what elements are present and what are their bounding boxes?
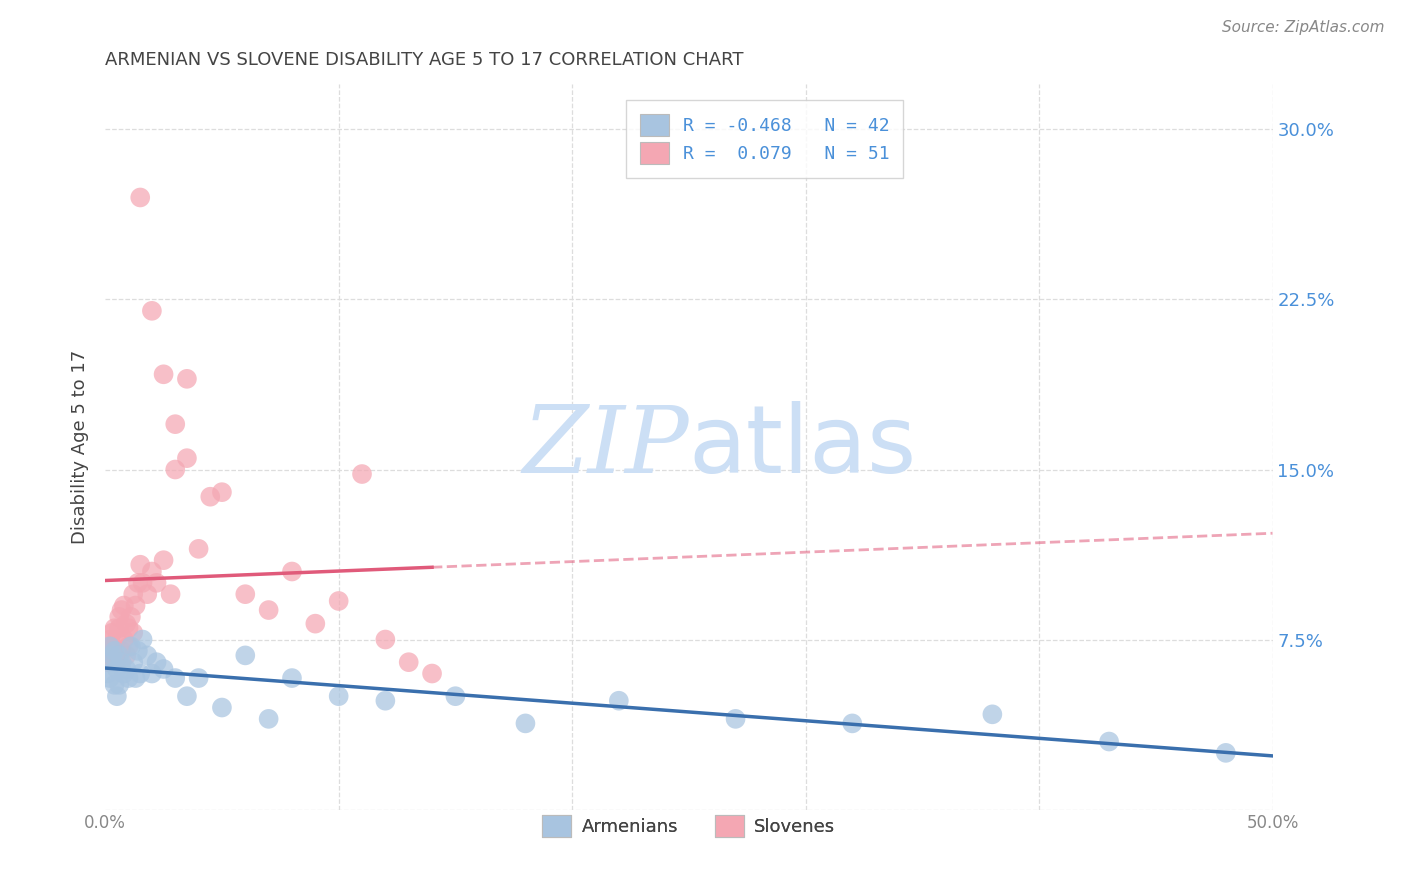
Point xyxy=(127,575,149,590)
Point xyxy=(187,541,209,556)
Point xyxy=(108,678,131,692)
Point xyxy=(98,640,121,654)
Text: ARMENIAN VS SLOVENE DISABILITY AGE 5 TO 17 CORRELATION CHART: ARMENIAN VS SLOVENE DISABILITY AGE 5 TO … xyxy=(105,51,744,69)
Point xyxy=(98,632,121,647)
Point xyxy=(176,689,198,703)
Point xyxy=(108,610,131,624)
Point xyxy=(444,689,467,703)
Point xyxy=(1215,746,1237,760)
Point xyxy=(101,655,124,669)
Y-axis label: Disability Age 5 to 17: Disability Age 5 to 17 xyxy=(72,350,89,544)
Point xyxy=(124,671,146,685)
Point xyxy=(103,648,125,663)
Point xyxy=(187,671,209,685)
Point xyxy=(103,644,125,658)
Point xyxy=(141,303,163,318)
Point xyxy=(159,587,181,601)
Point xyxy=(129,666,152,681)
Point xyxy=(211,700,233,714)
Point xyxy=(103,678,125,692)
Point xyxy=(176,372,198,386)
Point xyxy=(108,621,131,635)
Point xyxy=(1098,734,1121,748)
Point xyxy=(141,666,163,681)
Point xyxy=(129,190,152,204)
Text: atlas: atlas xyxy=(689,401,917,493)
Point xyxy=(165,462,187,476)
Point xyxy=(105,689,128,703)
Point xyxy=(374,632,396,647)
Point xyxy=(420,666,443,681)
Point xyxy=(328,594,350,608)
Point xyxy=(112,632,135,647)
Point xyxy=(129,558,152,572)
Point xyxy=(131,575,153,590)
Point xyxy=(350,467,373,481)
Point xyxy=(152,662,174,676)
Point xyxy=(200,490,222,504)
Point xyxy=(328,689,350,703)
Text: ZIP: ZIP xyxy=(522,401,689,491)
Point xyxy=(124,599,146,613)
Point xyxy=(233,648,256,663)
Point xyxy=(101,648,124,663)
Point xyxy=(105,662,128,676)
Point xyxy=(96,644,118,658)
Point xyxy=(110,603,132,617)
Point xyxy=(110,655,132,669)
Point xyxy=(145,575,167,590)
Point xyxy=(117,640,139,654)
Point xyxy=(136,648,159,663)
Point xyxy=(136,587,159,601)
Legend: Armenians, Slovenes: Armenians, Slovenes xyxy=(536,807,842,844)
Point xyxy=(281,671,304,685)
Point xyxy=(108,648,131,663)
Point xyxy=(724,712,747,726)
Point xyxy=(98,671,121,685)
Point xyxy=(374,694,396,708)
Point xyxy=(110,644,132,658)
Point xyxy=(117,671,139,685)
Point xyxy=(233,587,256,601)
Point xyxy=(103,621,125,635)
Point xyxy=(211,485,233,500)
Point xyxy=(120,640,142,654)
Point xyxy=(122,587,145,601)
Point xyxy=(165,417,187,432)
Point xyxy=(120,610,142,624)
Point xyxy=(841,716,863,731)
Point xyxy=(98,648,121,663)
Point xyxy=(96,655,118,669)
Point xyxy=(131,632,153,647)
Point xyxy=(101,625,124,640)
Point xyxy=(607,694,630,708)
Point xyxy=(152,553,174,567)
Point xyxy=(112,666,135,681)
Point xyxy=(145,655,167,669)
Point xyxy=(141,565,163,579)
Point xyxy=(127,644,149,658)
Point xyxy=(152,368,174,382)
Point xyxy=(122,625,145,640)
Point xyxy=(105,655,128,669)
Point xyxy=(304,616,326,631)
Point xyxy=(257,712,280,726)
Text: Source: ZipAtlas.com: Source: ZipAtlas.com xyxy=(1222,20,1385,35)
Point xyxy=(105,632,128,647)
Point xyxy=(96,666,118,681)
Point xyxy=(101,640,124,654)
Point xyxy=(257,603,280,617)
Point xyxy=(515,716,537,731)
Point xyxy=(115,648,138,663)
Point xyxy=(115,662,138,676)
Point xyxy=(165,671,187,685)
Point xyxy=(117,621,139,635)
Point xyxy=(122,655,145,669)
Point xyxy=(981,707,1004,722)
Point xyxy=(115,616,138,631)
Point xyxy=(112,599,135,613)
Point xyxy=(398,655,420,669)
Point xyxy=(281,565,304,579)
Point xyxy=(176,451,198,466)
